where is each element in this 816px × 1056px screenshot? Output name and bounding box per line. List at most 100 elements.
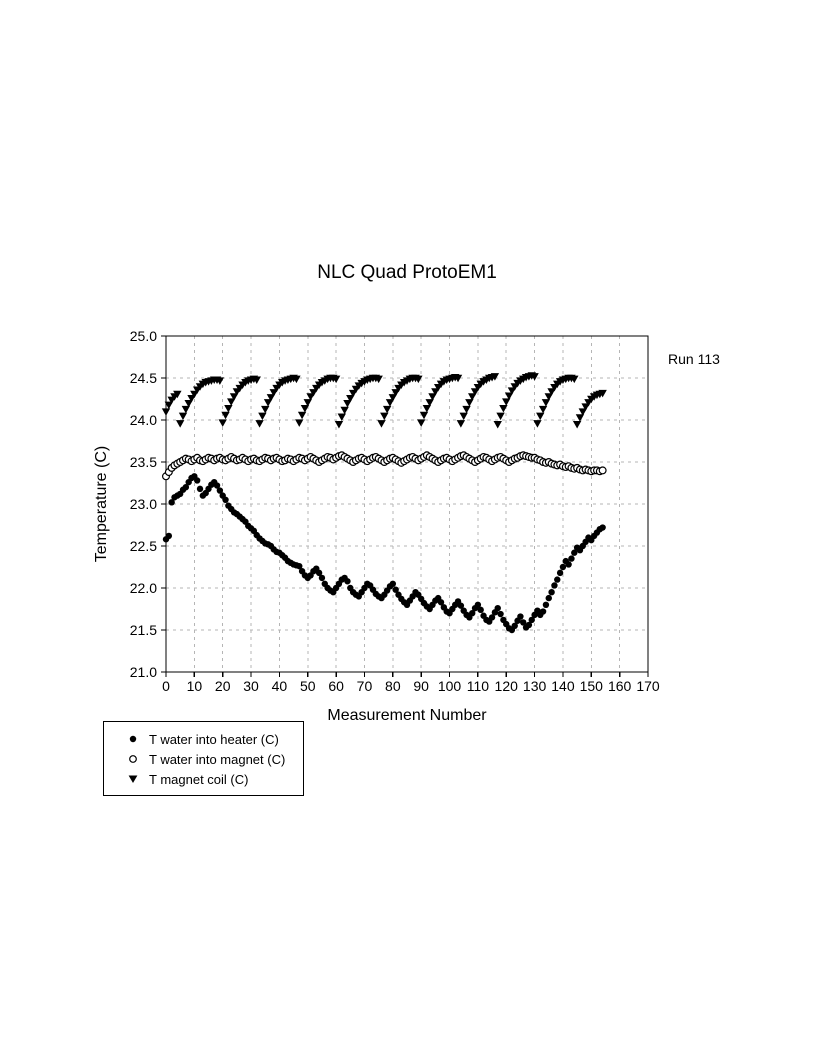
legend-label-magnet-coil: T magnet coil (C) (149, 771, 249, 787)
heater-point (559, 563, 567, 571)
heater-point (437, 599, 445, 606)
magnet-coil-point (261, 405, 270, 414)
chart-title: NLC Quad ProtoEM1 (317, 262, 497, 283)
open-circle-icon (129, 755, 137, 763)
magnet-coil-point (465, 399, 474, 407)
magnet-coil-point (221, 411, 230, 420)
heater-point (389, 580, 397, 587)
magnet-coil-point (263, 399, 273, 407)
magnet-coil-point (496, 412, 505, 421)
x-tick-label: 80 (385, 678, 401, 694)
heater-point (457, 602, 465, 609)
heater-point (222, 496, 229, 503)
magnet-coil-point (575, 414, 585, 422)
filled-triangle-down-icon (128, 775, 138, 783)
y-tick-label: 22.0 (130, 580, 157, 596)
magnet-coil-point (499, 405, 508, 413)
magnet-coil-point (541, 399, 551, 407)
heater-point (599, 524, 606, 531)
heater-point (216, 487, 224, 494)
x-tick-label: 90 (413, 678, 429, 694)
filled-circle-icon (129, 735, 137, 743)
heater-point (542, 601, 550, 608)
magnet-coil-point (178, 412, 188, 421)
heater-point (318, 574, 326, 582)
magnet-coil-point (175, 420, 185, 428)
magnet-coil-point (229, 393, 239, 401)
y-tick-label: 23.5 (130, 454, 157, 470)
heater-point (525, 621, 533, 629)
heater-point (568, 555, 575, 562)
magnet-coil-point (572, 421, 582, 429)
magnet-coil-point (453, 374, 463, 383)
heater-point (554, 576, 561, 583)
y-tick-label: 21.5 (130, 622, 157, 638)
magnet-coil-point (380, 412, 389, 421)
heater-point (528, 616, 535, 624)
magnet-coil-point (533, 420, 542, 428)
y-axis-title: Temperature (C) (90, 336, 114, 672)
heater-point (469, 610, 476, 617)
magnet-coil-point (536, 412, 545, 421)
y-tick-label: 22.5 (130, 538, 157, 554)
magnet-coil-point (266, 394, 276, 402)
heater-point (497, 610, 504, 618)
magnet-coil-point (258, 412, 267, 421)
y-tick-label: 24.5 (130, 370, 157, 386)
magnet-coil-point (377, 420, 386, 428)
magnet-coil-point (346, 394, 355, 403)
magnet-coil-point (374, 375, 383, 384)
magnet-coil-point (598, 389, 607, 398)
magnet-coil-point (164, 401, 174, 410)
magnet-coil-point (227, 398, 236, 406)
magnet-coil-point (504, 392, 514, 400)
heater-point (165, 532, 173, 540)
magnet-coil-point (300, 405, 310, 413)
magnet-coil-point (215, 377, 225, 385)
magnet-coil-point (385, 399, 395, 407)
magnet-coil-point (530, 373, 539, 381)
magnet-coil-point (340, 406, 349, 415)
legend-item-magnet-coil: T magnet coil (C) (104, 769, 303, 789)
x-tick-label: 10 (187, 678, 203, 694)
y-tick-label: 23.0 (130, 496, 157, 512)
magnet-coil-point (428, 393, 437, 401)
magnet-coil-point (462, 405, 471, 414)
x-tick-label: 70 (357, 678, 373, 694)
magnet-coil-point (544, 393, 553, 401)
magnet-coil-point (343, 400, 352, 408)
magnet-coil-point (184, 400, 193, 408)
magnet-coil-point (459, 412, 468, 421)
heater-point (539, 608, 547, 615)
heater-point (556, 569, 564, 577)
legend-label-magnet-water: T water into magnet (C) (149, 751, 286, 767)
magnet-coil-point (493, 421, 502, 429)
magnet-coil-point (161, 408, 171, 416)
magnet-coil-point (252, 376, 261, 384)
heater-point (571, 549, 578, 556)
heater-point (392, 586, 399, 593)
heater-point (344, 578, 351, 585)
magnet-coil-point (578, 408, 587, 416)
y-axis-title-text: Temperature (C) (93, 445, 111, 563)
magnet-coil-point (382, 405, 392, 414)
heater-point (517, 613, 524, 620)
y-tick-label: 21.0 (130, 664, 157, 680)
heater-point (511, 622, 518, 629)
heater-point (545, 594, 552, 602)
legend: T water into heater (C) T water into mag… (103, 721, 304, 796)
magnet-coil-point (468, 393, 477, 401)
x-tick-label: 170 (636, 678, 660, 694)
x-tick-label: 0 (162, 678, 170, 694)
magnet-coil-point (490, 373, 500, 381)
x-tick-label: 100 (438, 678, 462, 694)
legend-item-magnet-water: T water into magnet (C) (104, 749, 303, 769)
y-tick-label: 24.0 (130, 412, 157, 428)
heater-point (551, 582, 558, 589)
x-tick-label: 110 (467, 678, 490, 694)
heater-point (477, 606, 484, 614)
heater-point (315, 569, 323, 577)
magnet-coil-point (337, 413, 346, 421)
heater-point (296, 562, 303, 570)
